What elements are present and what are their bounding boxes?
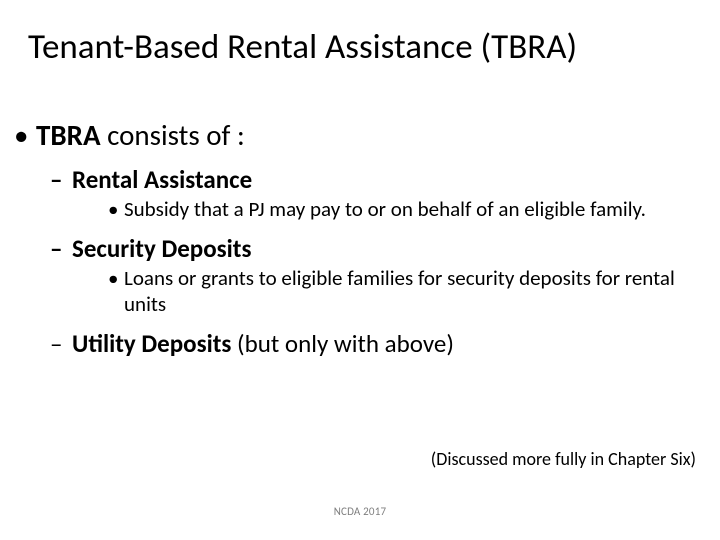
bullet-lvl2: –Utility Deposits (but only with above) [72,328,692,359]
bullet-lvl2: –Rental Assistance [72,164,692,195]
lvl1-lead: TBRA [36,117,101,153]
lvl2-heading: Security Deposits [72,233,251,264]
dash-icon: – [50,233,72,264]
slide-footer: NCDA 2017 [0,505,720,518]
bullet-lvl2: –Security Deposits [72,233,692,264]
slide: Tenant-Based Rental Assistance (TBRA) •T… [0,0,720,540]
utility-rest: (but only with above) [231,328,454,359]
bullet-lvl3: •Subsidy that a PJ may pay to or on beha… [108,197,692,223]
bullet-lvl1: •TBRA consists of : [36,118,692,152]
lvl3-text: Subsidy that a PJ may pay to or on behal… [124,196,646,222]
bullet-dot-icon: • [108,266,124,292]
chapter-note: (Discussed more fully in Chapter Six) [431,448,696,470]
bullet-dot-icon: • [108,197,124,223]
dash-icon: – [50,328,72,359]
lvl3-text: Loans or grants to eligible families for… [124,265,675,317]
lvl2-heading: Rental Assistance [72,164,252,195]
slide-body: •TBRA consists of : –Rental Assistance •… [36,118,692,361]
bullet-dot-icon: • [14,118,36,152]
dash-icon: – [50,164,72,195]
utility-lead: Utility Deposits [72,328,231,359]
lvl1-rest: consists of : [101,117,245,153]
bullet-lvl3: •Loans or grants to eligible families fo… [108,266,692,317]
slide-title: Tenant-Based Rental Assistance (TBRA) [28,26,700,68]
